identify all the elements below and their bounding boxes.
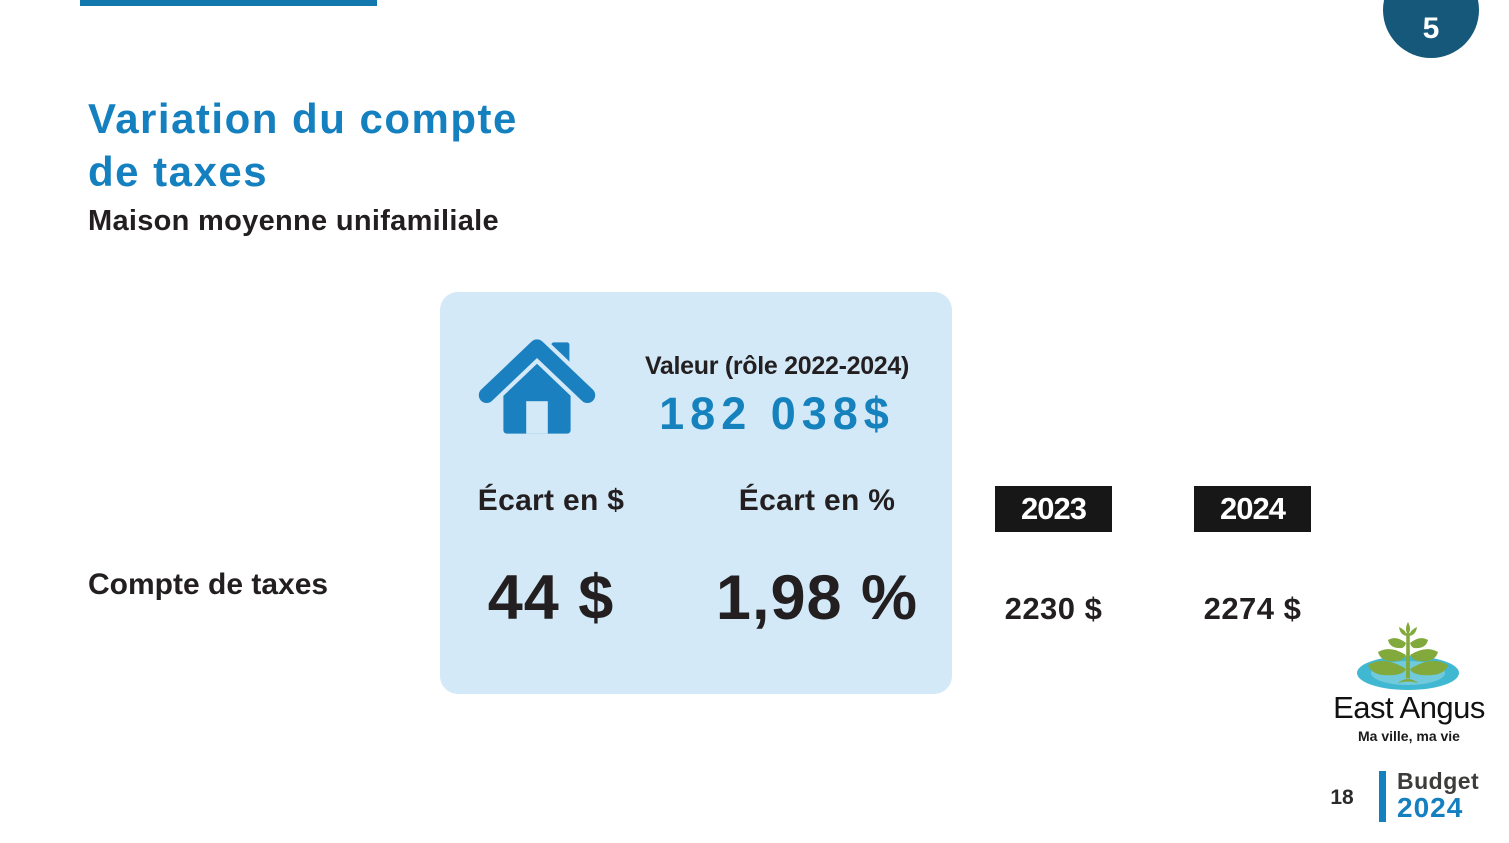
top-accent-line bbox=[80, 0, 377, 6]
page-title-line2: de taxes bbox=[88, 148, 269, 195]
page-title-line1: Variation du compte bbox=[88, 95, 518, 142]
ecart-percent-header: Écart en % bbox=[738, 484, 896, 517]
value-card: Valeur (rôle 2022-2024) 182 038$ Écart e… bbox=[440, 292, 952, 694]
year-badge-2024: 2024 bbox=[1194, 486, 1311, 532]
year-amount-2024: 2274 $ bbox=[1203, 591, 1302, 626]
ecart-dollar-header: Écart en $ bbox=[477, 484, 625, 517]
budget-label: Budget bbox=[1397, 768, 1480, 794]
east-angus-logo-name: East Angus bbox=[1333, 690, 1485, 725]
value-amount: 182 038$ bbox=[659, 388, 895, 439]
page-subtitle: Maison moyenne unifamiliale bbox=[88, 205, 499, 237]
east-angus-logo-tagline: Ma ville, ma vie bbox=[1358, 728, 1460, 744]
year-column-2023: 2023 2230 $ bbox=[995, 486, 1112, 627]
year-amount-2023: 2230 $ bbox=[1004, 591, 1103, 626]
ecart-percent-value: 1,98 % bbox=[715, 563, 919, 633]
ecart-dollar-column: Écart en $ 44 $ bbox=[440, 484, 662, 634]
slide-number-badge: 5 bbox=[1383, 0, 1479, 58]
ecart-percent-column: Écart en % 1,98 % bbox=[688, 484, 946, 634]
value-label: Valeur (rôle 2022-2024) bbox=[644, 352, 910, 380]
budget-divider-bar bbox=[1379, 771, 1386, 822]
east-angus-logo-icon bbox=[1357, 622, 1459, 690]
budget-year: 2024 bbox=[1397, 792, 1464, 823]
page-title: Variation du compte de taxes bbox=[88, 92, 518, 198]
page-number: 18 bbox=[1330, 786, 1354, 809]
slide-number: 5 bbox=[1422, 12, 1440, 45]
year-badge-2023: 2023 bbox=[995, 486, 1112, 532]
ecart-dollar-value: 44 $ bbox=[487, 563, 615, 633]
tax-row-label: Compte de taxes bbox=[88, 568, 329, 601]
year-column-2024: 2024 2274 $ bbox=[1194, 486, 1311, 627]
house-icon bbox=[478, 330, 596, 434]
